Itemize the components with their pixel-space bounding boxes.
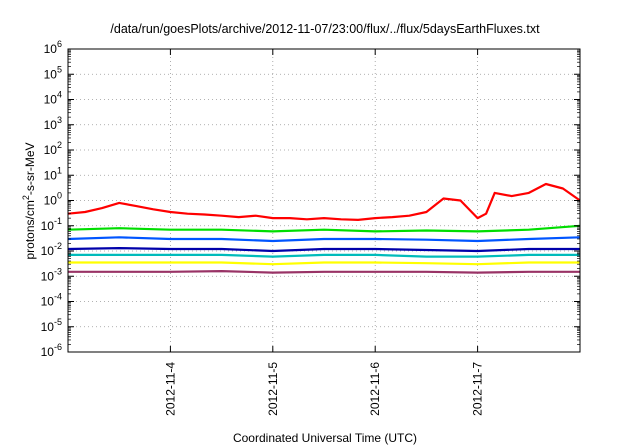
- axis-ticks: [68, 48, 580, 353]
- chart-title: /data/run/goesPlots/archive/2012-11-07/2…: [110, 22, 540, 36]
- grid: [68, 49, 580, 352]
- y-tick-label: 101: [44, 165, 62, 182]
- x-tick-label: 2012-11-4: [163, 362, 177, 416]
- y-tick-label: 105: [44, 64, 62, 81]
- y-tick-label: 10-2: [41, 241, 62, 258]
- series-group: [67, 182, 581, 274]
- y-tick-label: 10-1: [41, 216, 62, 233]
- y-axis-label: protons/cm2-s-sr-MeV: [21, 142, 37, 259]
- series-line-4: [67, 247, 580, 253]
- x-tick-label: 2012-11-6: [368, 362, 382, 416]
- x-tick-label: 2012-11-5: [266, 362, 280, 416]
- y-tick-label: 10-5: [41, 317, 62, 334]
- series-line-7: [68, 270, 580, 274]
- y-tick-label: 10-6: [41, 342, 62, 359]
- y-tick-labels: 10-6 10-5 10-4 10-3 10-2 10-1 100 101 102 103 104 1…: [41, 39, 62, 359]
- y-tick-label: 100: [44, 191, 62, 208]
- x-tick-labels: 2012-11-4 2012-11-5 2012-11-6 2012-11-7: [163, 362, 484, 416]
- series-line-6: [68, 261, 580, 266]
- series-line-2: [67, 224, 581, 233]
- series-line-5: [68, 253, 580, 258]
- series-line-3: [67, 236, 581, 243]
- y-tick-label: 102: [44, 140, 62, 157]
- y-tick-label: 103: [44, 115, 62, 132]
- series-line-1: [67, 182, 581, 221]
- x-tick-label: 2012-11-7: [471, 362, 485, 416]
- x-axis-label: Coordinated Universal Time (UTC): [233, 431, 417, 445]
- y-tick-label: 10-4: [41, 292, 62, 309]
- y-tick-label: 104: [44, 90, 62, 107]
- y-tick-label: 10-3: [41, 266, 62, 283]
- y-tick-label: 106: [44, 39, 62, 56]
